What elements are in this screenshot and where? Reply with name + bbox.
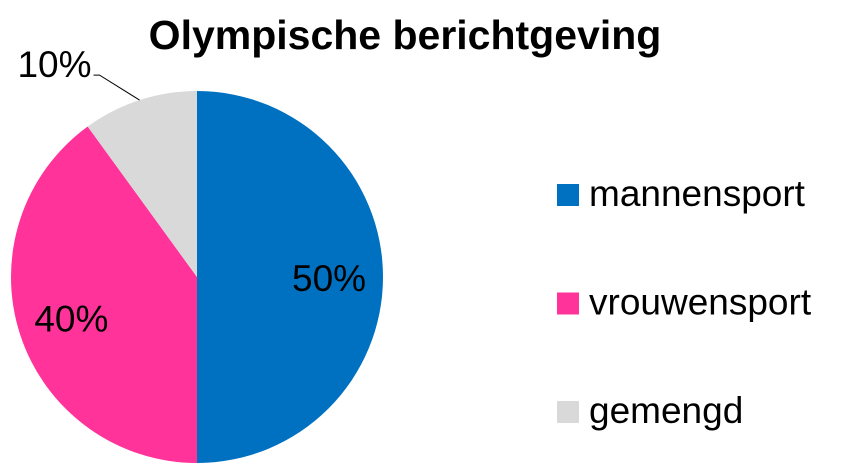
value-label: 10% <box>17 44 91 85</box>
legend-swatch <box>557 401 579 423</box>
pie-slice <box>87 91 197 277</box>
value-label: 50% <box>292 258 366 299</box>
legend-label: vrouwensport <box>589 281 812 322</box>
legend-swatch <box>557 292 579 315</box>
legend-label: mannensport <box>589 173 806 214</box>
leader-line <box>93 74 140 101</box>
pie-slice <box>197 91 383 463</box>
chart-title: Olympische berichtgeving <box>149 12 662 58</box>
pie-slice <box>11 126 197 463</box>
legend-swatch <box>557 184 579 206</box>
value-label: 40% <box>34 299 108 340</box>
legend-label: gemengd <box>589 390 743 431</box>
